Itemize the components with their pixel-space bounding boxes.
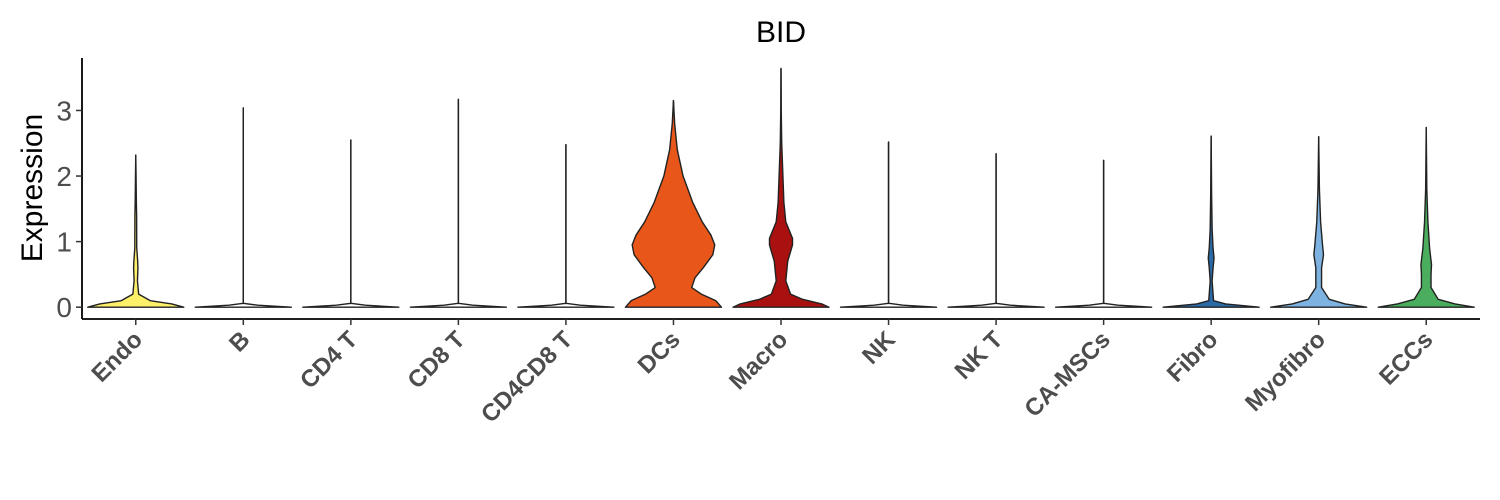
violin-b	[194, 107, 293, 308]
y-tick-label: 1	[56, 227, 72, 258]
y-ticks-group: 0 1 2 3	[56, 95, 82, 323]
violin-ca-mscs	[1054, 159, 1153, 308]
x-tick-label: Fibro	[1162, 326, 1224, 388]
x-tick-label: NK T	[950, 326, 1009, 385]
violin-cd8-t	[409, 98, 508, 308]
chart-title: BID	[756, 16, 806, 49]
x-tick-label: NK	[857, 326, 901, 370]
x-tick-label: Macro	[724, 326, 793, 395]
y-tick-label: 0	[56, 292, 72, 323]
violin-endo	[87, 154, 185, 308]
y-tick-label: 3	[56, 95, 72, 126]
x-tick-label: Endo	[86, 326, 148, 388]
x-tick-label: CD4CD8 T	[476, 326, 578, 428]
y-tick-label: 2	[56, 161, 72, 192]
x-tick-label: DCs	[633, 326, 686, 379]
violin-macro	[732, 67, 830, 308]
x-tick-label: B	[224, 326, 255, 357]
y-axis-label: Expression	[16, 114, 49, 262]
x-tick-label: CA-MSCs	[1019, 326, 1115, 422]
violin-nk	[839, 141, 938, 308]
violins-group	[87, 67, 1475, 308]
violin-dcs	[624, 99, 723, 308]
violin-cd4cd8-t	[517, 143, 615, 308]
x-tick-label: CD8 T	[403, 326, 471, 394]
violin-eccs	[1377, 126, 1475, 308]
violin-nk-t	[947, 153, 1045, 308]
x-ticks-group: Endo B CD4 T CD8 T CD4CD8 T DCs Macro NK NK T CA-…	[86, 319, 1438, 428]
x-tick-label: CD4 T	[295, 326, 363, 394]
x-tick-label: ECCs	[1374, 326, 1438, 390]
violin-cd4-t	[302, 139, 400, 308]
x-tick-label: Myofibro	[1240, 326, 1331, 417]
violin-myofibro	[1269, 135, 1368, 308]
violin-fibro	[1162, 135, 1260, 308]
